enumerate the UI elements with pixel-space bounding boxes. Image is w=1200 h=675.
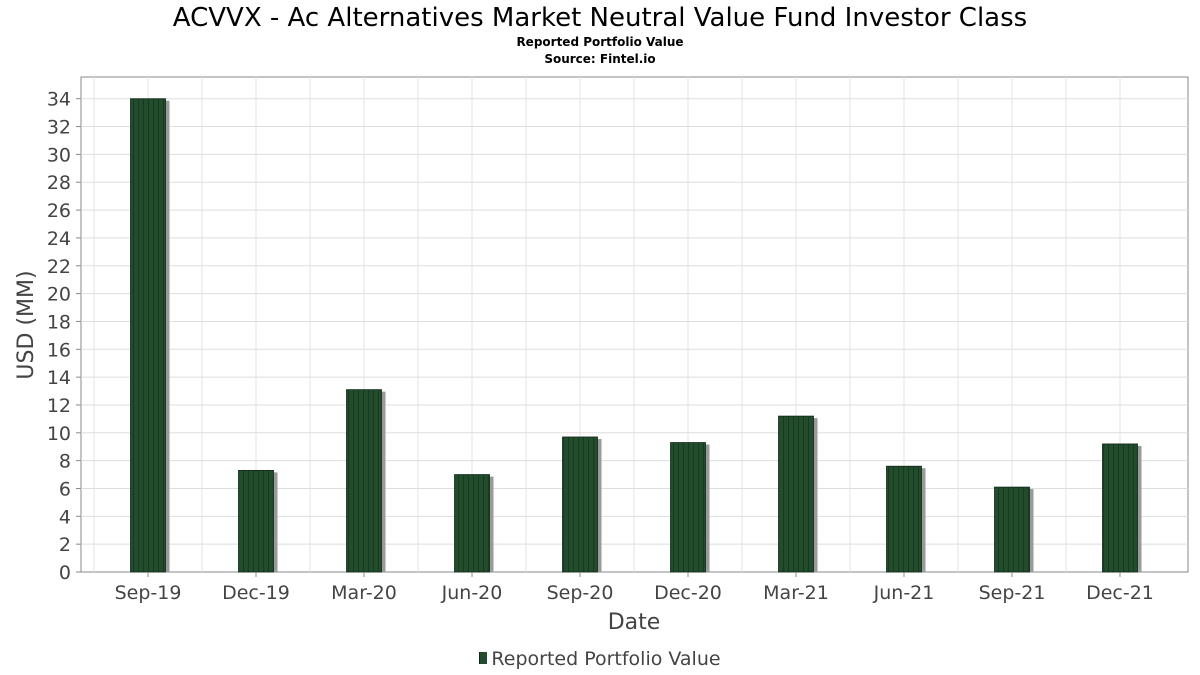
y-tick-label: 28 (47, 172, 71, 194)
y-tick-label: 22 (47, 256, 71, 278)
x-tick-label: Mar-21 (763, 582, 829, 604)
x-tick-label: Sep-19 (115, 582, 182, 604)
y-tick-label: 26 (47, 200, 71, 222)
y-tick-label: 6 (59, 478, 71, 500)
y-tick-label: 8 (59, 451, 71, 473)
bar-Dec-20 (670, 442, 706, 573)
legend-label: Reported Portfolio Value (491, 648, 721, 670)
y-tick-label: 4 (59, 506, 71, 528)
y-tick-label: 2 (59, 534, 71, 556)
x-tick-label: Mar-20 (331, 582, 397, 604)
bar-Mar-20 (346, 389, 382, 573)
y-tick-label: 16 (47, 339, 71, 361)
x-tick-label: Dec-20 (654, 582, 722, 604)
chart-title: ACVVX - Ac Alternatives Market Neutral V… (172, 3, 1028, 33)
x-tick-label: Dec-19 (222, 582, 290, 604)
y-tick-label: 18 (47, 311, 71, 333)
y-tick-label: 32 (47, 117, 71, 139)
legend-swatch (479, 652, 488, 664)
bar-Jun-21 (886, 465, 922, 573)
bar-Mar-21 (778, 415, 814, 573)
y-tick-label: 24 (47, 228, 71, 250)
bars (130, 98, 1142, 573)
y-tick-label: 30 (47, 144, 71, 166)
chart-source: Source: Fintel.io (544, 52, 656, 66)
legend: Reported Portfolio Value (0, 648, 1200, 670)
y-tick-label: 10 (47, 423, 71, 445)
bar-Jun-20 (454, 474, 490, 573)
bar-Sep-19 (130, 98, 166, 573)
x-tick-label: Dec-21 (1086, 582, 1154, 604)
chart-subtitle: Reported Portfolio Value (516, 35, 684, 49)
y-axis-label: USD (MM) (14, 270, 39, 379)
y-tick-label: 0 (59, 562, 71, 584)
x-axis-ticks: Sep-19 Dec-19 Mar-20 Jun-20 Sep-20 Dec-20 Mar-… (115, 572, 1154, 604)
bar-Dec-21 (1102, 443, 1138, 573)
y-tick-label: 20 (47, 284, 71, 306)
y-tick-label: 34 (47, 89, 71, 111)
bar-Sep-21 (994, 486, 1030, 573)
x-tick-label: Jun-21 (873, 582, 935, 604)
x-tick-label: Sep-20 (547, 582, 614, 604)
x-tick-label: Sep-21 (979, 582, 1046, 604)
bar-Dec-19 (238, 469, 274, 573)
bar-Sep-20 (562, 436, 598, 573)
x-axis-label: Date (608, 610, 661, 635)
y-tick-label: 12 (47, 395, 71, 417)
y-tick-label: 14 (47, 367, 71, 389)
x-tick-label: Jun-20 (441, 582, 503, 604)
